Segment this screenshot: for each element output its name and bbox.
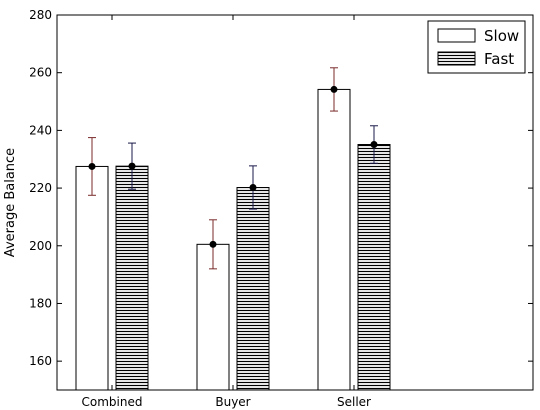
mean-point-slow-combined bbox=[88, 162, 96, 170]
mean-point-slow-seller bbox=[330, 85, 338, 93]
bar-fast-buyer bbox=[236, 187, 270, 391]
y-tick-label: 240 bbox=[29, 123, 52, 137]
mean-point-fast-buyer bbox=[249, 184, 257, 191]
y-tick-label: 280 bbox=[29, 8, 52, 22]
axes-frame bbox=[56, 14, 534, 391]
y-tick-label: 200 bbox=[29, 239, 52, 253]
y-tick-label: 160 bbox=[29, 354, 52, 368]
legend: Slow Fast bbox=[427, 20, 526, 74]
bar-slow-seller bbox=[317, 88, 351, 391]
bar-fast-combined bbox=[115, 165, 149, 391]
mean-point-fast-combined bbox=[128, 162, 136, 170]
bars-group bbox=[75, 88, 391, 391]
axes-border bbox=[56, 14, 534, 391]
y-tick-label: 260 bbox=[29, 66, 52, 80]
y-tick-label: 220 bbox=[29, 181, 52, 195]
legend-label-fast: Fast bbox=[484, 50, 514, 68]
x-tick-label: Buyer bbox=[215, 395, 250, 409]
y-axis-label: Average Balance bbox=[3, 148, 18, 257]
bar-fast-seller bbox=[357, 144, 391, 391]
x-axis-ticks: Combined Buyer Seller bbox=[82, 15, 371, 409]
legend-swatch-fast bbox=[437, 51, 476, 66]
x-tick-label: Seller bbox=[337, 395, 371, 409]
y-tick-label: 180 bbox=[29, 296, 52, 310]
y-axis-ticks: 160 180 200 220 240 260 280 bbox=[29, 8, 533, 368]
x-tick-label: Combined bbox=[82, 395, 143, 409]
mean-point-slow-buyer bbox=[209, 240, 217, 248]
mean-point-fast-seller bbox=[370, 141, 378, 149]
error-bars-group bbox=[88, 67, 378, 270]
legend-label-slow: Slow bbox=[484, 27, 519, 45]
legend-swatch-slow bbox=[437, 28, 476, 43]
bar-slow-combined bbox=[75, 165, 109, 391]
